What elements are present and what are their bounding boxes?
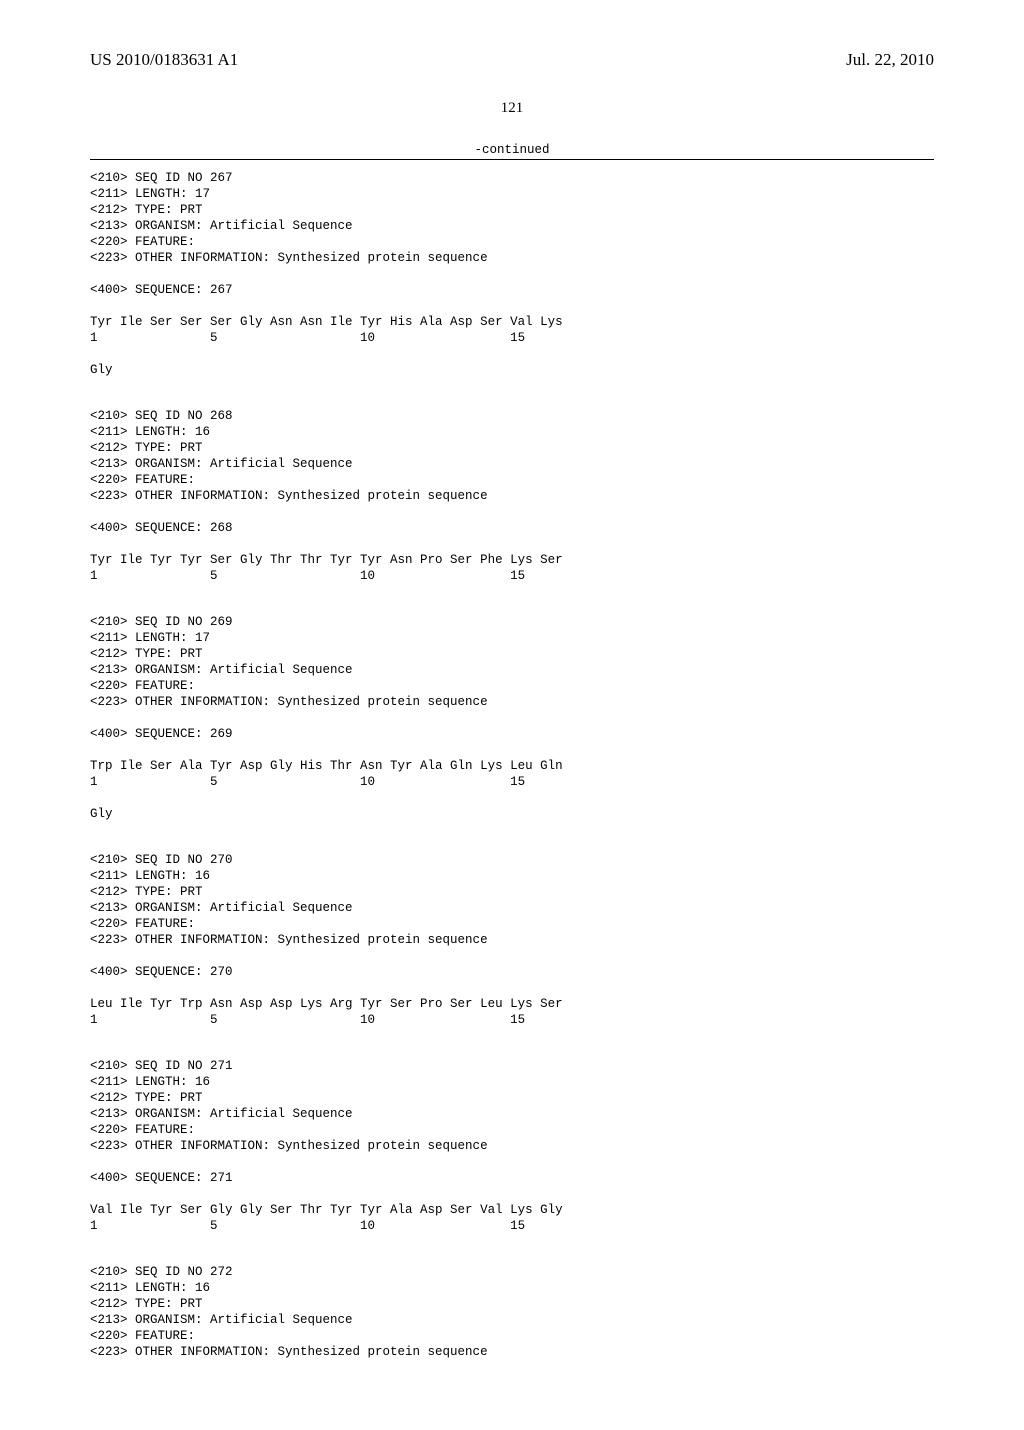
sequence-block: <210> SEQ ID NO 271<211> LENGTH: 16<212>… bbox=[90, 1058, 934, 1250]
blank-line bbox=[90, 584, 934, 600]
sequence-block: <210> SEQ ID NO 270<211> LENGTH: 16<212>… bbox=[90, 852, 934, 1044]
residue-line: Leu Ile Tyr Trp Asn Asp Asp Lys Arg Tyr … bbox=[90, 996, 934, 1012]
residue-line-extra: Gly bbox=[90, 362, 934, 378]
sequence-header-line: <220> FEATURE: bbox=[90, 234, 934, 250]
blank-line bbox=[90, 266, 934, 282]
sequence-header-line: <213> ORGANISM: Artificial Sequence bbox=[90, 1106, 934, 1122]
blank-line bbox=[90, 790, 934, 806]
sequence-header-line: <213> ORGANISM: Artificial Sequence bbox=[90, 900, 934, 916]
sequence-header-line: <211> LENGTH: 16 bbox=[90, 1074, 934, 1090]
sequence-label: <400> SEQUENCE: 267 bbox=[90, 282, 934, 298]
publication-date: Jul. 22, 2010 bbox=[846, 50, 934, 70]
blank-line bbox=[90, 346, 934, 362]
sequence-header-line: <210> SEQ ID NO 267 bbox=[90, 170, 934, 186]
blank-line bbox=[90, 1360, 934, 1376]
blank-line bbox=[90, 378, 934, 394]
sequence-header-line: <220> FEATURE: bbox=[90, 472, 934, 488]
sequence-block: <210> SEQ ID NO 272<211> LENGTH: 16<212>… bbox=[90, 1264, 934, 1376]
sequence-label: <400> SEQUENCE: 269 bbox=[90, 726, 934, 742]
sequence-label: <400> SEQUENCE: 268 bbox=[90, 520, 934, 536]
sequence-header-line: <211> LENGTH: 16 bbox=[90, 868, 934, 884]
sequence-block: <210> SEQ ID NO 268<211> LENGTH: 16<212>… bbox=[90, 408, 934, 600]
sequence-header-line: <210> SEQ ID NO 271 bbox=[90, 1058, 934, 1074]
residue-line: Tyr Ile Tyr Tyr Ser Gly Thr Thr Tyr Tyr … bbox=[90, 552, 934, 568]
sequence-header-line: <210> SEQ ID NO 269 bbox=[90, 614, 934, 630]
page-header: US 2010/0183631 A1 Jul. 22, 2010 bbox=[90, 50, 934, 70]
blank-line bbox=[90, 298, 934, 314]
sequence-header-line: <212> TYPE: PRT bbox=[90, 884, 934, 900]
sequence-header-line: <212> TYPE: PRT bbox=[90, 202, 934, 218]
patent-page: US 2010/0183631 A1 Jul. 22, 2010 121 -co… bbox=[0, 0, 1024, 1430]
section-rule bbox=[90, 159, 934, 160]
blank-line bbox=[90, 1154, 934, 1170]
publication-number: US 2010/0183631 A1 bbox=[90, 50, 238, 70]
sequence-header-line: <211> LENGTH: 16 bbox=[90, 424, 934, 440]
sequence-header-line: <223> OTHER INFORMATION: Synthesized pro… bbox=[90, 694, 934, 710]
blank-line bbox=[90, 1186, 934, 1202]
sequence-header-line: <210> SEQ ID NO 268 bbox=[90, 408, 934, 424]
blank-line bbox=[90, 742, 934, 758]
sequence-header-line: <223> OTHER INFORMATION: Synthesized pro… bbox=[90, 1138, 934, 1154]
position-number-line: 1 5 10 15 bbox=[90, 330, 934, 346]
sequence-header-line: <220> FEATURE: bbox=[90, 916, 934, 932]
blank-line bbox=[90, 948, 934, 964]
page-number: 121 bbox=[90, 100, 934, 117]
sequence-listing: <210> SEQ ID NO 267<211> LENGTH: 17<212>… bbox=[90, 170, 934, 1376]
blank-line bbox=[90, 710, 934, 726]
sequence-header-line: <210> SEQ ID NO 270 bbox=[90, 852, 934, 868]
blank-line bbox=[90, 822, 934, 838]
sequence-header-line: <223> OTHER INFORMATION: Synthesized pro… bbox=[90, 488, 934, 504]
residue-line: Tyr Ile Ser Ser Ser Gly Asn Asn Ile Tyr … bbox=[90, 314, 934, 330]
sequence-header-line: <210> SEQ ID NO 272 bbox=[90, 1264, 934, 1280]
sequence-header-line: <213> ORGANISM: Artificial Sequence bbox=[90, 218, 934, 234]
position-number-line: 1 5 10 15 bbox=[90, 1218, 934, 1234]
blank-line bbox=[90, 504, 934, 520]
blank-line bbox=[90, 1234, 934, 1250]
residue-line: Val Ile Tyr Ser Gly Gly Ser Thr Tyr Tyr … bbox=[90, 1202, 934, 1218]
blank-line bbox=[90, 536, 934, 552]
sequence-block: <210> SEQ ID NO 267<211> LENGTH: 17<212>… bbox=[90, 170, 934, 394]
position-number-line: 1 5 10 15 bbox=[90, 1012, 934, 1028]
sequence-header-line: <213> ORGANISM: Artificial Sequence bbox=[90, 456, 934, 472]
blank-line bbox=[90, 1028, 934, 1044]
position-number-line: 1 5 10 15 bbox=[90, 568, 934, 584]
sequence-header-line: <220> FEATURE: bbox=[90, 678, 934, 694]
continued-label: -continued bbox=[90, 143, 934, 157]
sequence-label: <400> SEQUENCE: 271 bbox=[90, 1170, 934, 1186]
sequence-header-line: <212> TYPE: PRT bbox=[90, 1296, 934, 1312]
sequence-header-line: <213> ORGANISM: Artificial Sequence bbox=[90, 1312, 934, 1328]
sequence-header-line: <212> TYPE: PRT bbox=[90, 646, 934, 662]
sequence-header-line: <211> LENGTH: 17 bbox=[90, 630, 934, 646]
sequence-header-line: <211> LENGTH: 16 bbox=[90, 1280, 934, 1296]
sequence-header-line: <212> TYPE: PRT bbox=[90, 1090, 934, 1106]
sequence-header-line: <223> OTHER INFORMATION: Synthesized pro… bbox=[90, 250, 934, 266]
sequence-block: <210> SEQ ID NO 269<211> LENGTH: 17<212>… bbox=[90, 614, 934, 838]
sequence-header-line: <223> OTHER INFORMATION: Synthesized pro… bbox=[90, 932, 934, 948]
sequence-header-line: <213> ORGANISM: Artificial Sequence bbox=[90, 662, 934, 678]
residue-line: Trp Ile Ser Ala Tyr Asp Gly His Thr Asn … bbox=[90, 758, 934, 774]
sequence-header-line: <223> OTHER INFORMATION: Synthesized pro… bbox=[90, 1344, 934, 1360]
sequence-header-line: <220> FEATURE: bbox=[90, 1328, 934, 1344]
blank-line bbox=[90, 980, 934, 996]
position-number-line: 1 5 10 15 bbox=[90, 774, 934, 790]
sequence-header-line: <212> TYPE: PRT bbox=[90, 440, 934, 456]
sequence-header-line: <220> FEATURE: bbox=[90, 1122, 934, 1138]
sequence-header-line: <211> LENGTH: 17 bbox=[90, 186, 934, 202]
sequence-label: <400> SEQUENCE: 270 bbox=[90, 964, 934, 980]
residue-line-extra: Gly bbox=[90, 806, 934, 822]
